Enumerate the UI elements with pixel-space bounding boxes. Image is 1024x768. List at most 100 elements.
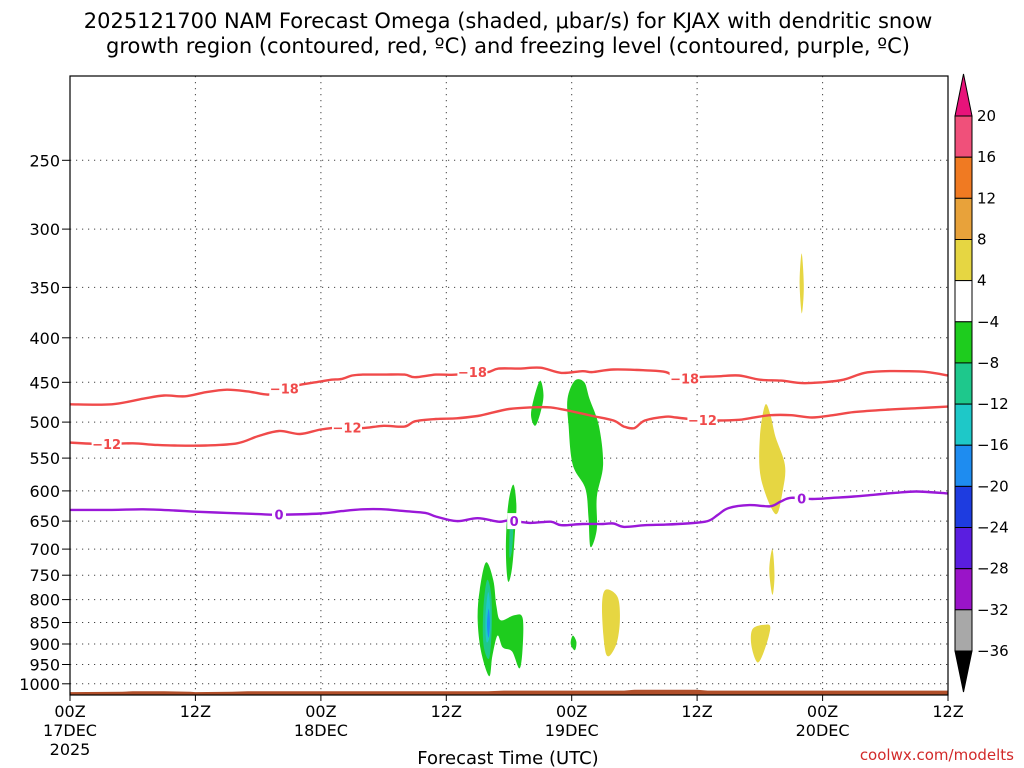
credit-link[interactable]: coolwx.com/modelts — [860, 746, 1014, 764]
minus-12-isotherm-label-bg-0 — [91, 435, 122, 452]
colorbar-band-8 — [954, 444, 973, 487]
colorbar-label-12: −32 — [977, 601, 1009, 619]
y-tick-label-500: 500 — [29, 413, 60, 432]
omega-region-green-blob-hr48-low — [570, 635, 577, 651]
y-tick-label-700: 700 — [29, 540, 60, 559]
y-tick-label-450: 450 — [29, 373, 60, 392]
y-tick-label-900: 900 — [29, 635, 60, 654]
freezing-level-0c-label-2: 0 — [797, 492, 806, 507]
freezing-level-0c-label-bg-2 — [794, 490, 809, 507]
omega-region-yellow-blob-hr70-upper — [799, 253, 804, 314]
freezing-level-0c-label-bg-1 — [507, 513, 522, 530]
x-tick-label-0: 00Z — [54, 702, 85, 721]
y-tick-label-950: 950 — [29, 656, 60, 675]
y-tick-label-650: 650 — [29, 512, 60, 531]
x-tick-label-60: 12Z — [681, 702, 712, 721]
colorbar-band-1 — [954, 156, 973, 199]
x-axis-label: Forecast Time (UTC) — [417, 748, 598, 768]
x-tick-date-48: 19DEC — [545, 721, 599, 740]
colorbar-label-9: −20 — [977, 477, 1009, 495]
x-tick-label-48: 00Z — [556, 702, 587, 721]
colorbar-band-9 — [954, 485, 973, 529]
x-tick-date-0: 17DEC — [43, 721, 97, 740]
colorbar-band-5 — [954, 321, 973, 364]
colorbar-bottom-arrow — [954, 650, 973, 693]
colorbar-label-7: −12 — [977, 395, 1009, 413]
omega-shading — [477, 253, 804, 677]
colorbar-band-4 — [954, 280, 973, 323]
minus-12-isotherm-label-0: −12 — [92, 438, 121, 453]
temperature-contours: −18 −18 −18 −12 −12 −12 0 0 0 — [69, 364, 949, 530]
minus-18-isotherm-label-bg-2 — [669, 370, 700, 387]
y-tick-label-400: 400 — [29, 329, 60, 348]
x-tick-label-72: 00Z — [807, 702, 838, 721]
colorbar-band-2 — [954, 197, 973, 241]
colorbar: 20 16 12 8 4 −4 −8 −12 −16 −20 −24 −28 −32 −36 — [954, 73, 1009, 693]
colorbar-label-5: −4 — [977, 313, 999, 331]
omega-region-yellow-blob-hr67-low2 — [769, 549, 775, 595]
minus-18-isotherm-label-2: −18 — [670, 373, 699, 388]
x-tick-label-36: 12Z — [431, 702, 462, 721]
x-tick-date-24: 18DEC — [294, 721, 348, 740]
omega-region-yellow-blob-hr51-low — [601, 589, 620, 657]
omega-region-yellow-blob-hr66-low — [750, 624, 771, 663]
minus-18-isotherm-label-1: −18 — [458, 366, 487, 381]
minus-18-isotherm-label-bg-1 — [457, 364, 488, 381]
y-tick-label-600: 600 — [29, 482, 60, 501]
plot-frame — [69, 75, 949, 696]
freezing-level-0c-label-bg-0 — [272, 506, 286, 523]
chart-title-line2: growth region (contoured, red, ºC) and f… — [106, 34, 910, 58]
omega-region-yellow-blob-hr67-mid — [759, 404, 786, 515]
y-tick-label-800: 800 — [29, 591, 60, 610]
colorbar-top-arrow — [954, 73, 973, 117]
y-tick-label-850: 850 — [29, 614, 60, 633]
freezing-level-0c-label-0: 0 — [274, 509, 283, 524]
colorbar-band-11 — [954, 568, 973, 611]
colorbar-label-10: −24 — [977, 519, 1009, 537]
ground-surface — [70, 689, 948, 695]
minus-12-isotherm-label-bg-1 — [332, 419, 362, 436]
colorbar-label-11: −28 — [977, 560, 1009, 578]
y-tick-label-350: 350 — [29, 278, 60, 297]
x-tick-date-72: 20DEC — [796, 721, 850, 740]
colorbar-band-0 — [954, 115, 973, 158]
minus-12-isotherm-line — [69, 405, 949, 447]
minus-12-isotherm-label-2: −12 — [688, 414, 717, 429]
colorbar-label-8: −16 — [977, 436, 1009, 454]
y-tick-label-1000: 1000 — [19, 675, 60, 694]
colorbar-label-4: 4 — [977, 272, 987, 290]
y-tick-label-750: 750 — [29, 566, 60, 585]
omega-region-blue-blob-hr40-low — [487, 608, 490, 638]
y-tick-label-300: 300 — [29, 220, 60, 239]
x-tick-label-24: 00Z — [305, 702, 336, 721]
colorbar-band-6 — [954, 362, 973, 405]
contour-minus-18-isotherm: −18 −18 −18 — [69, 364, 949, 406]
x-tick-year-0: 2025 — [50, 740, 91, 759]
colorbar-label-1: 16 — [977, 148, 996, 166]
y-tick-label-550: 550 — [29, 449, 60, 468]
x-tick-label-12: 12Z — [180, 702, 211, 721]
minus-18-isotherm-line — [69, 366, 949, 406]
minus-12-isotherm-label-1: −12 — [333, 422, 362, 437]
minus-18-isotherm-label-bg-0 — [269, 380, 300, 397]
x-tick-label-84: 12Z — [932, 702, 963, 721]
colorbar-label-6: −8 — [977, 354, 999, 372]
colorbar-label-0: 20 — [977, 107, 996, 125]
pressure-axis: 250 300 350 400 450 500 550 600 650 700 750 800 850 9… — [19, 151, 70, 694]
grid-lines — [69, 76, 949, 695]
freezing-level-0c-label-1: 0 — [510, 515, 519, 530]
colorbar-band-12 — [954, 609, 973, 652]
contour-freezing-level-0c: 0 0 0 — [69, 490, 949, 530]
y-tick-label-250: 250 — [29, 151, 60, 170]
colorbar-band-10 — [954, 527, 973, 570]
colorbar-label-3: 8 — [977, 231, 987, 249]
omega-region-green-blob-hr45 — [531, 380, 544, 426]
ground-fill — [70, 689, 948, 695]
chart-title-line1: 2025121700 NAM Forecast Omega (shaded, μ… — [84, 9, 933, 33]
minus-18-isotherm-label-0: −18 — [270, 383, 299, 398]
colorbar-label-13: −36 — [977, 642, 1009, 660]
omega-region-green-blob-hr48 — [567, 379, 604, 548]
colorbar-band-3 — [954, 239, 973, 282]
